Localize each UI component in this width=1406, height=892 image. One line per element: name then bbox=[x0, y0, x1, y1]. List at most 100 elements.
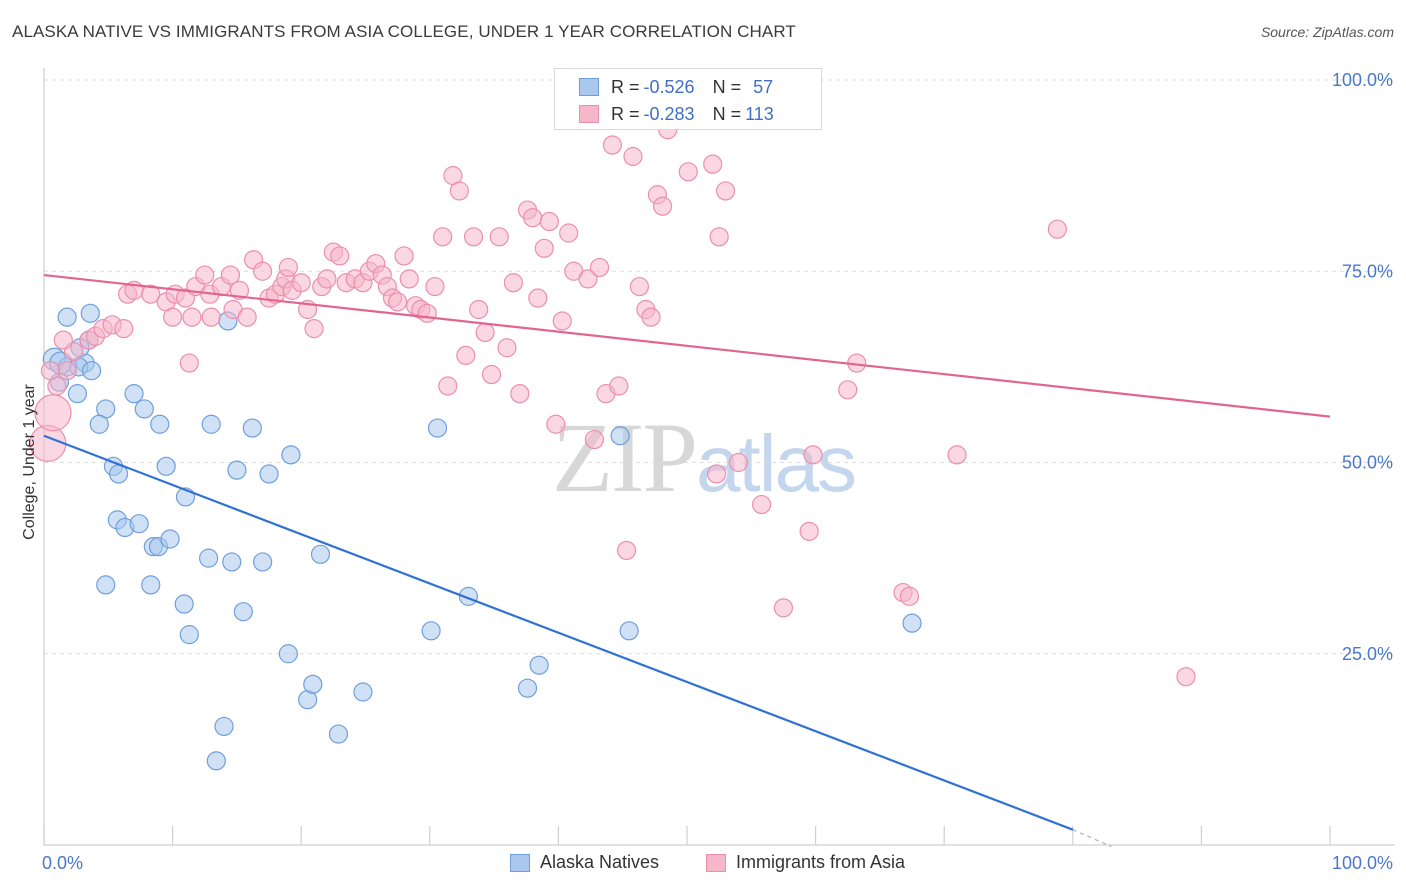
data-point bbox=[40, 361, 61, 381]
data-point bbox=[291, 273, 311, 293]
data-point bbox=[902, 613, 922, 633]
data-point bbox=[438, 376, 458, 396]
data-point bbox=[773, 598, 794, 618]
n-value: 113 bbox=[745, 103, 774, 124]
watermark-atlas: atlas bbox=[696, 419, 857, 508]
data-point bbox=[199, 548, 219, 568]
data-point bbox=[57, 361, 77, 381]
data-point bbox=[1176, 667, 1196, 687]
data-point bbox=[227, 460, 247, 480]
data-point bbox=[510, 384, 530, 404]
data-point bbox=[124, 384, 144, 404]
data-point bbox=[578, 269, 598, 289]
series-immigrants-from-asia bbox=[29, 120, 1196, 687]
data-point bbox=[546, 414, 566, 434]
pink-swatch bbox=[579, 105, 599, 123]
data-point bbox=[528, 288, 548, 308]
data-point bbox=[417, 303, 437, 323]
data-point bbox=[539, 211, 559, 232]
y-tick-label: 25.0% bbox=[1342, 644, 1393, 664]
data-point bbox=[641, 307, 661, 327]
x-tick-label-max: 100.0% bbox=[1332, 853, 1393, 873]
data-point bbox=[463, 227, 484, 247]
data-point bbox=[182, 307, 202, 327]
data-point bbox=[433, 227, 453, 247]
data-point bbox=[838, 380, 858, 400]
legend-label: Immigrants from Asia bbox=[736, 852, 906, 872]
blue-swatch bbox=[510, 853, 530, 872]
data-point bbox=[602, 135, 623, 155]
data-point bbox=[81, 361, 102, 381]
data-point bbox=[751, 494, 772, 515]
n-value: 57 bbox=[753, 76, 774, 97]
r-value: -0.526 bbox=[643, 76, 695, 97]
data-point bbox=[330, 246, 350, 266]
n-label: N = bbox=[712, 76, 742, 97]
data-point bbox=[534, 238, 554, 258]
data-point bbox=[156, 456, 176, 476]
data-point bbox=[53, 330, 73, 350]
data-point bbox=[388, 292, 408, 312]
data-point bbox=[609, 376, 629, 396]
data-point bbox=[328, 724, 349, 744]
data-point bbox=[584, 429, 605, 450]
data-point bbox=[233, 602, 253, 622]
data-point bbox=[163, 307, 183, 327]
legend-item-alaska-natives[interactable]: Alaska Natives bbox=[510, 852, 659, 873]
r-value: -0.283 bbox=[643, 103, 695, 124]
tick-labels: 25.0% 50.0% 75.0% 100.0% 0.0% 100.0% bbox=[42, 70, 1393, 873]
data-point bbox=[629, 276, 650, 297]
data-point bbox=[799, 521, 819, 541]
y-axis-label: College, Under 1 year bbox=[21, 384, 38, 540]
legend-row-immigrants-from-asia: R = -0.283 N = 113 bbox=[579, 103, 774, 125]
data-point bbox=[89, 414, 109, 434]
source-credit: Source: ZipAtlas.com bbox=[1260, 24, 1394, 40]
data-point bbox=[616, 540, 637, 561]
data-point bbox=[150, 414, 170, 434]
y-tick-label: 75.0% bbox=[1342, 261, 1393, 281]
trend-line-extension bbox=[1072, 829, 1112, 848]
data-point bbox=[278, 257, 298, 278]
data-point bbox=[610, 426, 630, 446]
data-point bbox=[201, 414, 221, 434]
data-point bbox=[469, 299, 489, 320]
legend-row-alaska-natives: R = -0.526 N = 57 bbox=[579, 76, 773, 98]
pink-swatch bbox=[706, 853, 726, 872]
watermark-zip: ZIP bbox=[552, 402, 698, 513]
x-tick-label-min: 0.0% bbox=[42, 853, 83, 873]
data-point bbox=[304, 319, 324, 339]
series-legend: Alaska Natives Immigrants from Asia bbox=[0, 852, 1406, 876]
n-label: N = bbox=[712, 103, 742, 124]
data-point bbox=[353, 682, 373, 702]
data-point bbox=[206, 751, 226, 771]
data-point bbox=[475, 322, 495, 343]
data-point bbox=[503, 273, 523, 293]
data-point bbox=[141, 284, 161, 304]
data-point bbox=[34, 394, 72, 432]
r-label: R = bbox=[611, 76, 640, 97]
data-point bbox=[449, 181, 469, 201]
data-point bbox=[281, 445, 301, 465]
data-point bbox=[803, 445, 823, 465]
legend-item-immigrants-from-asia[interactable]: Immigrants from Asia bbox=[706, 852, 905, 873]
data-point bbox=[619, 621, 639, 641]
data-point bbox=[529, 655, 549, 675]
chart-title: ALASKA NATIVE VS IMMIGRANTS FROM ASIA CO… bbox=[12, 22, 796, 41]
data-point bbox=[201, 307, 221, 327]
data-point bbox=[728, 452, 749, 473]
data-point bbox=[114, 319, 134, 339]
data-point bbox=[195, 265, 215, 285]
data-point bbox=[456, 345, 476, 365]
data-point bbox=[303, 674, 323, 694]
data-point bbox=[179, 353, 199, 373]
data-point bbox=[220, 265, 241, 285]
data-point bbox=[253, 552, 273, 572]
data-point bbox=[497, 338, 517, 358]
data-point bbox=[237, 307, 257, 327]
data-point bbox=[425, 276, 445, 297]
data-point bbox=[57, 307, 77, 327]
trend-lines bbox=[43, 273, 1331, 848]
data-point bbox=[141, 575, 161, 595]
data-point bbox=[253, 261, 273, 281]
